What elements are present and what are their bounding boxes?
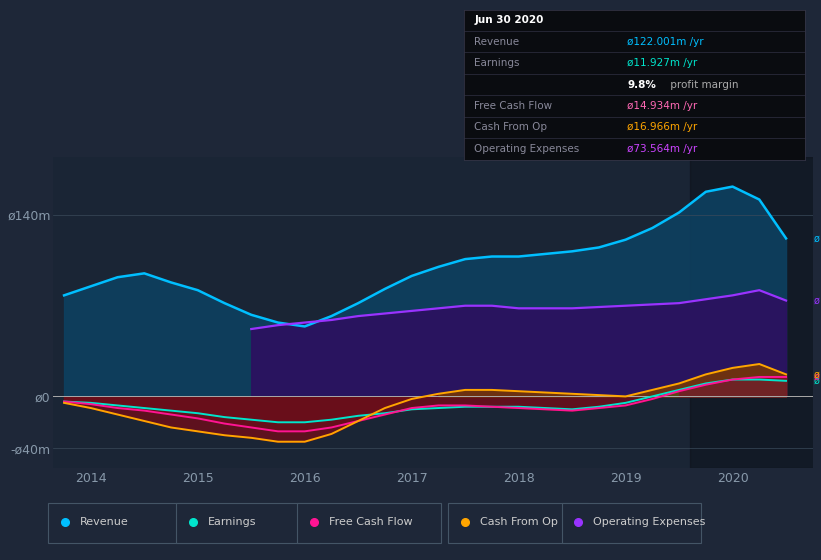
Text: Free Cash Flow: Free Cash Flow [329, 517, 412, 527]
FancyBboxPatch shape [562, 503, 701, 543]
Text: ø: ø [814, 296, 819, 306]
Text: Cash From Op: Cash From Op [474, 123, 547, 133]
FancyBboxPatch shape [48, 503, 191, 543]
Text: ø73.564m /yr: ø73.564m /yr [627, 144, 698, 154]
Text: Earnings: Earnings [474, 58, 520, 68]
Text: Revenue: Revenue [80, 517, 128, 527]
Text: Operating Expenses: Operating Expenses [474, 144, 580, 154]
Text: profit margin: profit margin [667, 80, 738, 90]
Bar [690, 157, 821, 468]
Text: ø: ø [814, 370, 819, 379]
Text: Jun 30 2020: Jun 30 2020 [474, 15, 544, 25]
Text: ø122.001m /yr: ø122.001m /yr [627, 36, 704, 46]
Text: ø14.934m /yr: ø14.934m /yr [627, 101, 698, 111]
FancyBboxPatch shape [297, 503, 441, 543]
Text: Free Cash Flow: Free Cash Flow [474, 101, 553, 111]
FancyBboxPatch shape [177, 503, 320, 543]
Text: Operating Expenses: Operating Expenses [594, 517, 706, 527]
FancyBboxPatch shape [448, 503, 588, 543]
Text: Cash From Op: Cash From Op [480, 517, 557, 527]
Text: ø: ø [814, 376, 819, 386]
Text: ø: ø [814, 234, 819, 244]
Text: Revenue: Revenue [474, 36, 519, 46]
Text: Earnings: Earnings [208, 517, 257, 527]
Text: ø: ø [814, 372, 819, 382]
Text: 9.8%: 9.8% [627, 80, 656, 90]
Text: ø16.966m /yr: ø16.966m /yr [627, 123, 698, 133]
Text: ø11.927m /yr: ø11.927m /yr [627, 58, 698, 68]
